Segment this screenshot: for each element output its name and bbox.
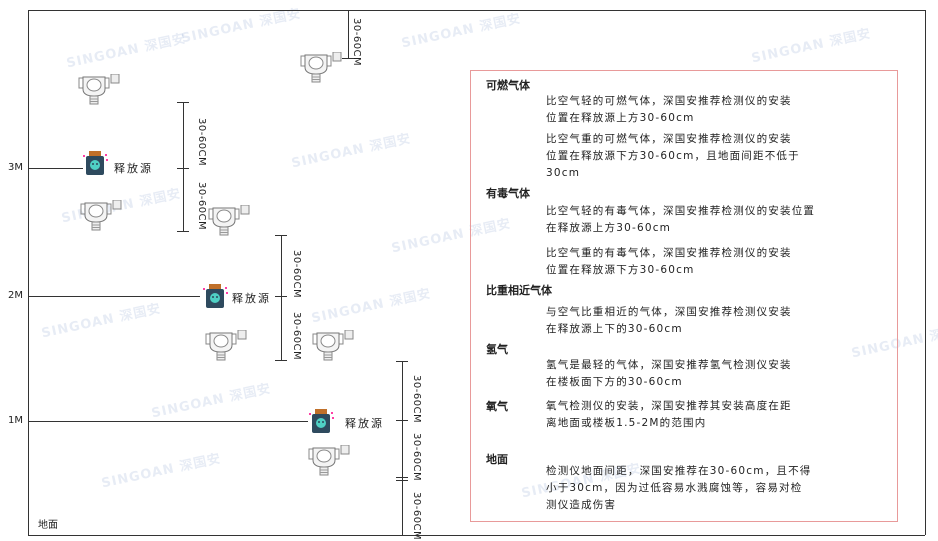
- section-text: 比空气轻的有毒气体，深国安推荐检测仪的安装位置 在释放源上方30-60cm: [546, 205, 816, 234]
- release-source-icon: [203, 284, 228, 308]
- dimension-tick: [275, 235, 287, 236]
- level-2m-label: 2M: [8, 290, 23, 301]
- watermark: SINGOAN 深国安: [150, 381, 273, 422]
- section-text: 氧气检测仪的安装，深国安推荐其安装高度在距 离地面或楼板1.5-2M的范围内: [546, 400, 792, 429]
- installation-guide-box: 可燃气体 比空气轻的可燃气体，深国安推荐检测仪的安装 位置在释放源上方30-60…: [470, 70, 898, 522]
- gas-detector-icon: [308, 445, 350, 476]
- dimension-tick: [396, 477, 408, 478]
- section-text: 比空气轻的可燃气体，深国安推荐检测仪的安装 位置在释放源上方30-60cm: [546, 95, 792, 124]
- section-text: 比空气重的有毒气体，深国安推荐检测仪的安装 位置在释放源下方30-60cm: [546, 247, 792, 276]
- watermark: SINGOAN 深国安: [750, 26, 873, 67]
- watermark: SINGOAN 深国安: [40, 301, 163, 342]
- section-title: 氢气: [486, 343, 508, 356]
- section-text: 与空气比重相近的气体，深国安推荐检测仪安装 在释放源上下的30-60cm: [546, 306, 792, 335]
- wall-line: [28, 10, 29, 535]
- gas-detector-icon: [80, 200, 122, 231]
- dimension-tick: [396, 480, 408, 481]
- right-wall-line: [925, 10, 926, 535]
- dimension-tick: [177, 231, 189, 232]
- floor-line: [28, 535, 925, 536]
- dimension-tick: [177, 102, 189, 103]
- release-source-label: 释放源: [114, 162, 153, 175]
- dimension-label: 30-60CM: [411, 492, 422, 541]
- gas-detector-icon: [208, 205, 250, 236]
- dimension-label: 30-60CM: [291, 250, 302, 299]
- level-2m-line: [28, 296, 200, 297]
- dimension-label: 30-60CM: [351, 18, 362, 67]
- dimension-line: [348, 10, 349, 58]
- gas-detector-icon: [78, 74, 120, 105]
- release-source-label: 释放源: [345, 417, 384, 430]
- section-title: 可燃气体: [486, 79, 530, 92]
- level-3m-line: [28, 168, 83, 169]
- section-text: 氢气是最轻的气体，深国安推荐氢气检测仪安装 在楼板面下方的30-60cm: [546, 359, 792, 388]
- watermark: SINGOAN 深国安: [310, 286, 433, 327]
- level-1m-label: 1M: [8, 415, 23, 426]
- dimension-tick: [177, 168, 189, 169]
- watermark: SINGOAN 深国安: [100, 451, 223, 492]
- dimension-line: [281, 235, 282, 361]
- gas-detector-icon: [300, 52, 342, 83]
- level-1m-line: [28, 421, 308, 422]
- dimension-tick: [275, 296, 287, 297]
- section-title: 氧气: [486, 400, 508, 413]
- dimension-label: 30-60CM: [196, 182, 207, 231]
- section-text: 比空气重的可燃气体，深国安推荐检测仪的安装 位置在释放源下方30-60cm，且地…: [546, 133, 800, 179]
- floor-label: 地面: [38, 520, 58, 531]
- ceiling-line: [28, 10, 925, 11]
- release-source-icon: [83, 151, 108, 175]
- dimension-line: [402, 361, 403, 535]
- dimension-tick: [275, 360, 287, 361]
- gas-detector-icon: [205, 330, 247, 361]
- dimension-label: 30-60CM: [196, 118, 207, 167]
- section-title: 地面: [486, 453, 508, 466]
- release-source-label: 释放源: [232, 292, 271, 305]
- dimension-tick: [396, 420, 408, 421]
- watermark: SINGOAN 深国安: [65, 31, 188, 72]
- dimension-label: 30-60CM: [291, 312, 302, 361]
- dimension-label: 30-60CM: [411, 433, 422, 482]
- section-text: 检测仪地面间距，深国安推荐在30-60cm，且不得 小于30cm，因为过低容易水…: [546, 465, 812, 511]
- section-title: 比重相近气体: [486, 284, 552, 297]
- watermark: SINGOAN 深国安: [400, 11, 523, 52]
- dimension-tick: [396, 361, 408, 362]
- watermark: SINGOAN 深国安: [290, 131, 413, 172]
- dimension-label: 30-60CM: [411, 375, 422, 424]
- gas-detector-icon: [312, 330, 354, 361]
- dimension-line: [183, 102, 184, 232]
- section-title: 有毒气体: [486, 187, 530, 200]
- release-source-icon: [309, 409, 334, 433]
- level-3m-label: 3M: [8, 162, 23, 173]
- dimension-tick: [342, 58, 354, 59]
